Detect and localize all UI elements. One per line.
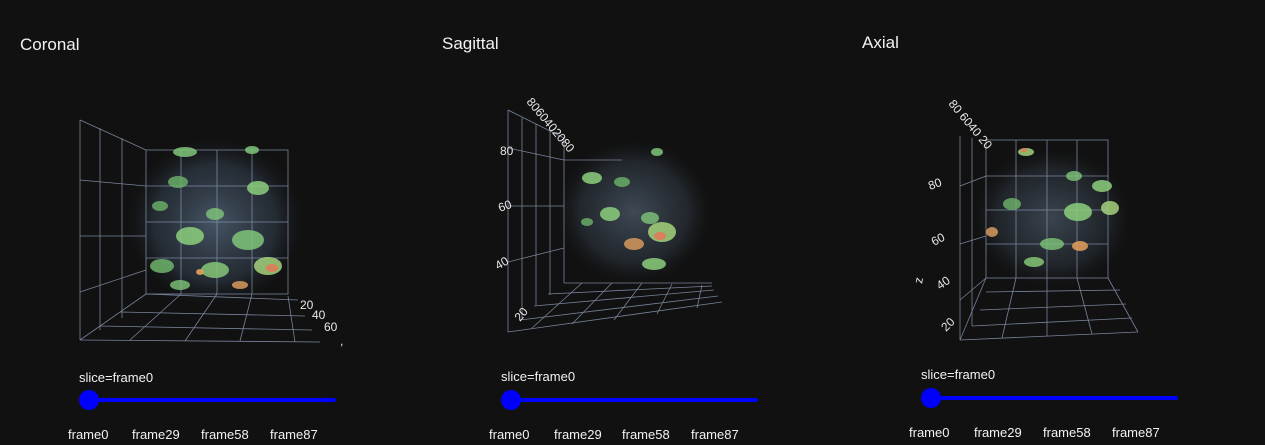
axial-panel: 80 60 40 20 z 80 6040 20 Axial slice=fra…: [842, 0, 1265, 445]
slider-step-frame29[interactable]: frame29: [132, 427, 180, 442]
slider-current-value: slice=frame0: [79, 370, 154, 385]
svg-text:60: 60: [324, 320, 338, 334]
slider-step-frame58[interactable]: frame58: [201, 427, 249, 442]
svg-text:80: 80: [500, 144, 514, 158]
slice-slider-track[interactable]: [931, 396, 1178, 400]
svg-text:,: ,: [340, 334, 343, 348]
svg-text:z: z: [911, 276, 926, 284]
slice-slider-track[interactable]: [89, 398, 336, 402]
axis-tick-labels: 20 40 60 ,: [300, 298, 343, 348]
svg-text:20: 20: [938, 315, 958, 335]
coronal-panel: 20 40 60 , Coronal slice=frame0 frame0 f…: [0, 0, 420, 445]
svg-text:40: 40: [934, 273, 953, 292]
panel-title: Coronal: [20, 35, 80, 54]
svg-text:20: 20: [512, 304, 532, 323]
activation-clusters: [986, 148, 1119, 267]
sagittal-panel: 80 60 40 20 8060402080 Sagittal slice=fr…: [422, 0, 842, 445]
slider-step-frame87[interactable]: frame87: [1112, 425, 1160, 440]
slider-step-frame29[interactable]: frame29: [554, 427, 602, 442]
slider-step-frame0[interactable]: frame0: [489, 427, 530, 442]
brain-volume: [556, 140, 712, 284]
slider-current-value: slice=frame0: [501, 369, 576, 384]
coronal-3d-scene[interactable]: 20 40 60 ,: [0, 0, 420, 360]
slider-current-value: slice=frame0: [921, 367, 996, 382]
svg-text:60: 60: [929, 230, 948, 249]
slider-step-frame29[interactable]: frame29: [974, 425, 1022, 440]
axial-3d-scene[interactable]: 80 60 40 20 z 80 6040 20: [842, 0, 1262, 360]
grid-lines: [507, 109, 723, 333]
slice-slider-handle[interactable]: [79, 390, 99, 410]
brain-volume: [972, 148, 1132, 288]
panel-title: Sagittal: [442, 34, 499, 53]
grid-lines: [79, 119, 321, 343]
slider-step-frame0[interactable]: frame0: [909, 425, 950, 440]
panel-title: Axial: [862, 33, 899, 52]
svg-text:40: 40: [312, 308, 326, 322]
sagittal-3d-scene[interactable]: 80 60 40 20 8060402080: [422, 0, 842, 360]
svg-text:80: 80: [926, 175, 944, 193]
svg-text:20: 20: [300, 298, 314, 312]
slice-slider-track[interactable]: [511, 398, 758, 402]
activation-clusters: [581, 148, 676, 270]
slice-slider-handle[interactable]: [501, 390, 521, 410]
svg-text:8060402080: 8060402080: [524, 95, 578, 155]
slider-step-frame87[interactable]: frame87: [270, 427, 318, 442]
slice-slider-handle[interactable]: [921, 388, 941, 408]
slider-step-frame0[interactable]: frame0: [68, 427, 109, 442]
slider-step-frame87[interactable]: frame87: [691, 427, 739, 442]
svg-text:40: 40: [493, 254, 512, 273]
activation-clusters: [150, 146, 282, 290]
svg-text:60: 60: [496, 197, 514, 215]
slider-step-frame58[interactable]: frame58: [1043, 425, 1091, 440]
grid-lines: [959, 136, 1139, 341]
svg-text:80 6040 20: 80 6040 20: [946, 97, 996, 152]
slider-step-frame58[interactable]: frame58: [622, 427, 670, 442]
